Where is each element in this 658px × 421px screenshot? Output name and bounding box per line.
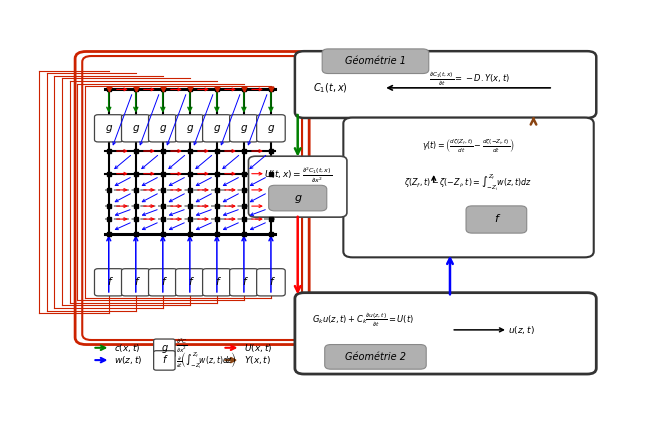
FancyBboxPatch shape [249,156,347,217]
Text: f: f [163,355,166,365]
FancyBboxPatch shape [122,115,150,142]
FancyBboxPatch shape [149,115,177,142]
Text: $u(z,t)$: $u(z,t)$ [508,324,535,336]
Text: $Y(x,t)$: $Y(x,t)$ [244,354,271,366]
FancyBboxPatch shape [466,206,526,233]
Text: f: f [269,277,273,287]
Text: $U(t,x)=\frac{\partial^2 C_1(t,x)}{\partial x^2}$: $U(t,x)=\frac{\partial^2 C_1(t,x)}{\part… [264,165,332,185]
Text: $\frac{\partial}{\partial t}\!\left(\int_{-Z_i}^{Z_f}\!w(z,t)dz\right)$: $\frac{\partial}{\partial t}\!\left(\int… [176,349,237,370]
FancyBboxPatch shape [230,269,258,296]
Text: g: g [159,123,166,133]
FancyBboxPatch shape [325,344,426,369]
Text: f: f [242,277,245,287]
FancyBboxPatch shape [257,115,285,142]
Text: Géométrie 2: Géométrie 2 [345,352,406,362]
FancyBboxPatch shape [257,269,285,296]
Text: f: f [188,277,191,287]
FancyBboxPatch shape [230,115,258,142]
FancyBboxPatch shape [295,293,596,374]
FancyBboxPatch shape [268,185,327,211]
FancyBboxPatch shape [176,269,204,296]
Text: g: g [161,343,168,353]
FancyBboxPatch shape [154,351,175,370]
Text: $G_k u(z,t)+C_k\frac{\partial u(z,t)}{\partial t}=U(t)$: $G_k u(z,t)+C_k\frac{\partial u(z,t)}{\p… [312,312,414,329]
FancyBboxPatch shape [122,269,150,296]
FancyBboxPatch shape [154,339,175,357]
Text: f: f [161,277,164,287]
FancyBboxPatch shape [343,117,594,257]
Text: f: f [107,277,111,287]
Text: $c(x,t)$: $c(x,t)$ [114,342,141,354]
Text: $\zeta(Z_f,t)-\zeta(-Z_i,t)=\int_{-Z_i}^{Z_f}w(z,t)dz$: $\zeta(Z_f,t)-\zeta(-Z_i,t)=\int_{-Z_i}^… [405,172,532,193]
FancyBboxPatch shape [149,269,177,296]
Text: g: g [214,123,220,133]
Text: g: g [186,123,193,133]
Text: $\gamma(t)=\left(\frac{d\zeta(Z_f,t)}{dt}-\frac{d\zeta(-Z_i,t)}{dt}\right)$: $\gamma(t)=\left(\frac{d\zeta(Z_f,t)}{dt… [422,138,515,155]
Text: g: g [132,123,139,133]
Text: $w(z,t)$: $w(z,t)$ [114,354,142,366]
Text: f: f [215,277,218,287]
Text: g: g [241,123,247,133]
FancyBboxPatch shape [176,115,204,142]
Text: $U(x,t)$: $U(x,t)$ [244,342,272,354]
Text: f: f [134,277,138,287]
Text: $\frac{\partial C_1(t,x)}{\partial t}=-D.Y(x,t)$: $\frac{\partial C_1(t,x)}{\partial t}=-D… [428,70,510,88]
Text: $C_1(t,x)$: $C_1(t,x)$ [313,81,348,95]
FancyBboxPatch shape [95,115,123,142]
Text: $\frac{\partial^2 C}{\partial x^2}$: $\frac{\partial^2 C}{\partial x^2}$ [176,337,188,355]
Text: g: g [105,123,112,133]
Text: g: g [268,123,274,133]
FancyBboxPatch shape [295,51,596,118]
FancyBboxPatch shape [322,49,429,74]
Text: f: f [494,214,498,224]
FancyBboxPatch shape [203,269,231,296]
Text: Géométrie 1: Géométrie 1 [345,56,406,66]
Text: g: g [294,193,301,203]
FancyBboxPatch shape [95,269,123,296]
FancyBboxPatch shape [203,115,231,142]
